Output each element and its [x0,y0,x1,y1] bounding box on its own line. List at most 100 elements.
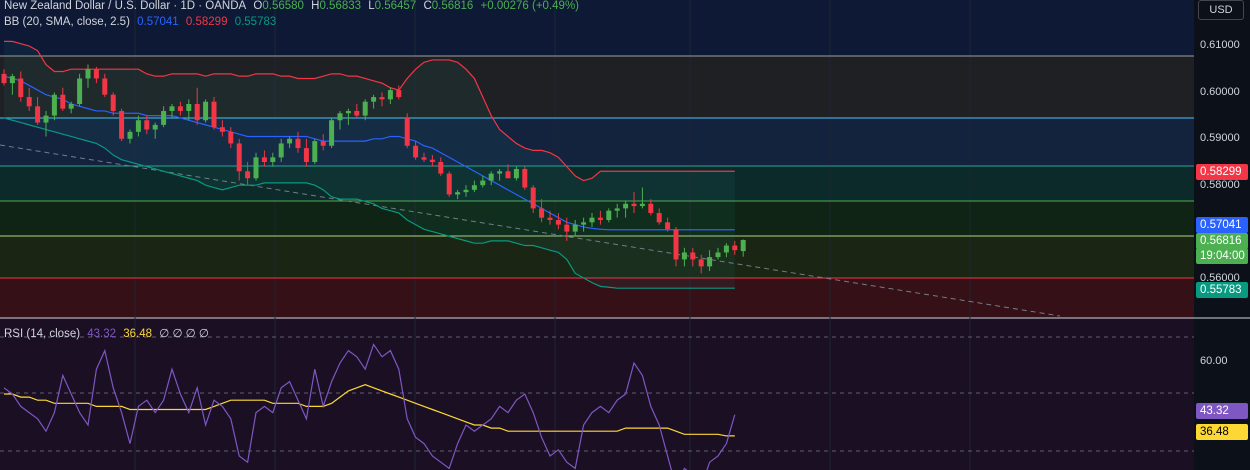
bb-basis-line [3,75,735,231]
candle [77,78,83,104]
candle [639,203,645,207]
price-tick: 0.59000 [1200,132,1240,144]
candle [597,217,603,220]
candle [656,213,662,223]
price-tick: 0.58000 [1200,179,1240,191]
symbol-header: New Zealand Dollar / U.S. Dollar · 1D · … [4,0,583,12]
candle [211,101,217,128]
price-tick: 0.60000 [1200,86,1240,98]
candle [26,97,32,107]
candle [253,157,259,179]
candle [732,245,738,251]
candle [723,245,729,253]
candle [438,162,444,174]
rsi-header[interactable]: RSI (14, close) 43.32 36.48 ∅ ∅ ∅ ∅ [4,326,213,340]
candle [455,192,461,195]
candle [429,159,435,162]
candle [312,141,318,162]
candle [740,239,746,252]
candle [715,252,721,258]
candle [102,78,108,95]
candle [673,229,679,260]
zone-band [0,166,1194,201]
rsi-ma-line [4,384,735,437]
candle [379,97,385,100]
rsi-label: RSI (14, close) [4,328,81,340]
candle [9,76,15,84]
candle [471,185,477,190]
rsi-pane-bg [0,318,1194,470]
bb-label: BB (20, SMA, close, 2.5) [4,16,130,28]
bb-upper-line [4,40,735,182]
candle [547,217,553,220]
candle [623,203,629,209]
candle [371,97,377,102]
candle [93,69,99,79]
bb-basis-value: 0.57041 [137,16,179,28]
price-tick: 0.56000 [1200,272,1240,284]
candle [631,203,637,207]
candle [152,124,158,130]
last-price-label: 0.56816 [1196,233,1248,249]
bb-lower-price-label: 0.55783 [1196,282,1248,298]
candle [303,148,309,162]
candle [337,113,343,121]
candle [497,171,503,174]
candle [505,171,511,179]
price-tick: 0.61000 [1200,39,1240,51]
candle [270,157,276,162]
candle [110,94,116,111]
ohlc-high: H0.56833 [311,0,362,12]
candle [245,171,251,179]
trend-line [0,144,1061,317]
bb-header[interactable]: BB (20, SMA, close, 2.5) 0.57041 0.58299… [4,16,280,28]
candle [665,222,671,230]
candle [127,131,133,139]
zone-band [0,236,1194,278]
candle [135,120,141,132]
candle [18,78,24,98]
bb-band-fill [4,41,735,289]
zone-band [0,201,1194,236]
bb-basis-price-label: 0.57041 [1196,217,1248,233]
candle [345,110,351,114]
candle [690,252,696,260]
rsi-line [3,343,736,470]
candle [606,210,612,220]
candle [35,106,41,123]
candle [236,143,242,172]
rsi-tick: 60.00 [1200,355,1228,367]
candle [522,168,528,188]
candle [287,138,293,144]
candle [555,220,561,225]
candle [194,104,200,121]
candle [219,127,225,132]
candle [698,259,704,267]
candle [614,208,620,211]
candle [513,168,519,179]
candle [396,90,402,98]
candle [278,143,284,158]
candle [707,257,713,267]
candle [68,104,74,109]
candle [404,117,410,146]
candle [480,180,486,186]
candle [329,120,335,146]
ohlc-close: C0.56816 [423,0,474,12]
rsi-price-label: 43.32 [1196,403,1248,419]
candle [119,110,125,139]
candle [161,110,167,125]
candle [43,115,49,123]
bb-lower-line [3,117,735,289]
candle [589,217,595,223]
currency-button[interactable]: USD [1198,0,1244,20]
candle [530,187,536,209]
symbol-title: New Zealand Dollar / U.S. Dollar · 1D · … [4,0,247,12]
candle [186,104,192,111]
candle [1,73,7,84]
candle [51,94,57,116]
candle [228,131,234,144]
candle [169,106,175,111]
bb-upper-value: 0.58299 [185,16,228,28]
